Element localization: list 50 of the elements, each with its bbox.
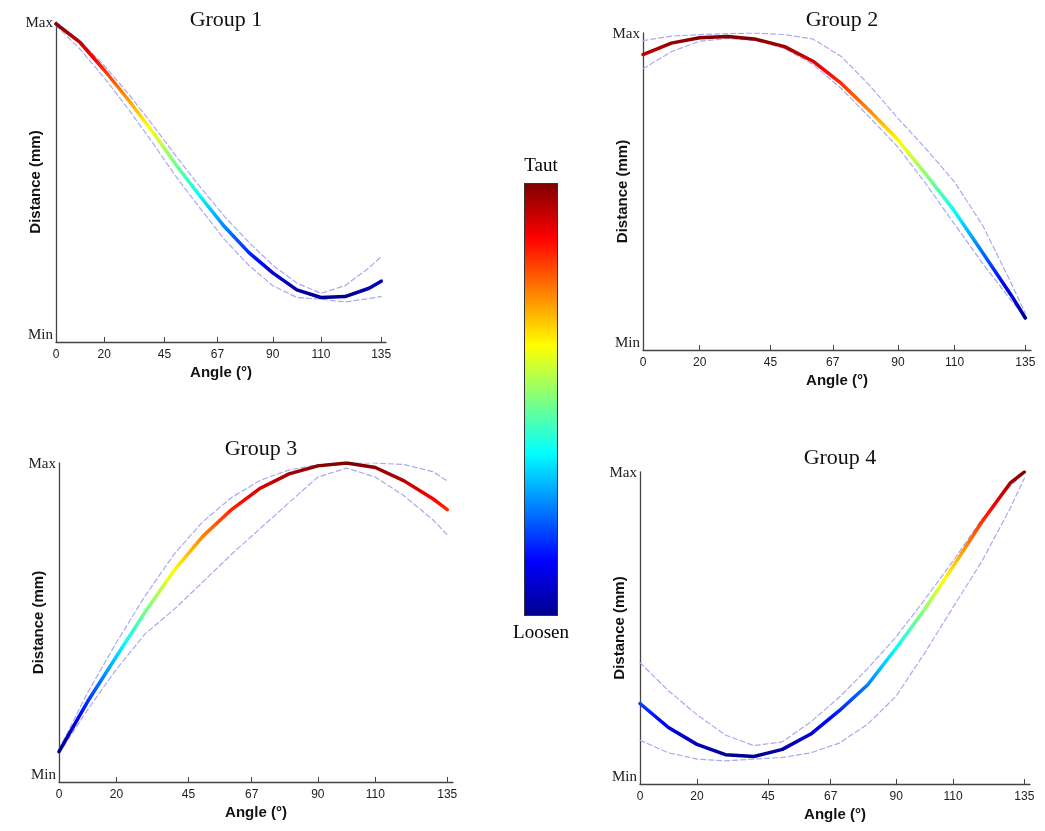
x-tick-label: 135 — [437, 787, 458, 801]
text: Max — [609, 463, 638, 480]
x-tick-label: 90 — [311, 787, 325, 801]
x-tick-label: 135 — [1015, 355, 1036, 369]
x-tick-label: 20 — [109, 787, 124, 801]
x-tick-label: 67 — [210, 347, 225, 361]
x-axis-title: Angle (°) — [190, 363, 252, 380]
y-axis-title: Distance (mm) — [29, 570, 46, 675]
text: Max — [612, 24, 641, 41]
x-tick-label: 67 — [824, 789, 838, 803]
x-tick-label: 0 — [52, 347, 60, 361]
x-tick-label: 110 — [944, 355, 965, 369]
x-tick-label: 110 — [311, 347, 331, 361]
text: Min — [612, 767, 638, 784]
text: Min — [31, 765, 57, 782]
x-tick-label: 0 — [639, 355, 647, 369]
x-tick-label: 20 — [692, 355, 707, 369]
x-tick-label: 20 — [97, 347, 112, 361]
x-tick-label: 20 — [690, 789, 704, 803]
x-tick-label: 110 — [365, 787, 386, 801]
text: Max — [25, 13, 54, 30]
x-tick-label: 110 — [943, 789, 964, 803]
x-tick-label: 90 — [889, 789, 904, 803]
x-tick-label: 67 — [826, 355, 840, 369]
chart-title: Group 4 — [803, 443, 877, 469]
x-tick-label: 67 — [245, 787, 259, 801]
x-tick-label: 0 — [636, 789, 644, 803]
x-axis-title: Angle (°) — [806, 371, 868, 388]
x-tick-label: 45 — [157, 347, 172, 361]
chart-title: Group 2 — [805, 5, 879, 31]
x-tick-label: 90 — [891, 355, 905, 369]
text: Loosen — [512, 620, 570, 644]
y-axis-title: Distance (mm) — [26, 130, 43, 234]
x-tick-label: 45 — [181, 787, 196, 801]
x-tick-label: 90 — [266, 347, 280, 361]
x-tick-label: 135 — [1014, 789, 1035, 803]
x-tick-label: 0 — [55, 787, 63, 801]
x-tick-label: 135 — [371, 347, 392, 361]
text: Taut — [523, 153, 559, 177]
text: Max — [28, 454, 57, 471]
text: Min — [28, 325, 54, 342]
x-tick-label: 45 — [761, 789, 776, 803]
chart-title: Group 3 — [224, 434, 298, 460]
x-axis-title: Angle (°) — [804, 805, 866, 822]
chart-title: Group 1 — [189, 5, 263, 31]
y-axis-title: Distance (mm) — [610, 576, 627, 680]
text: Min — [615, 333, 641, 350]
x-axis-title: Angle (°) — [225, 803, 287, 820]
y-axis-title: Distance (mm) — [613, 139, 630, 244]
x-tick-label: 45 — [763, 355, 778, 369]
